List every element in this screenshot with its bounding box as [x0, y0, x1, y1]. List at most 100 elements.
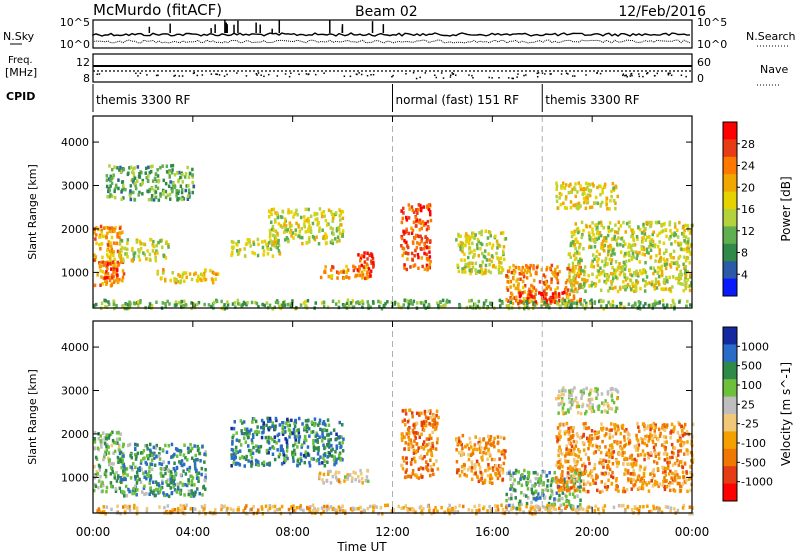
range-gate-cell — [298, 417, 301, 421]
range-gate-cell — [154, 494, 157, 498]
range-gate-cell — [474, 472, 477, 476]
range-gate-cell — [609, 436, 612, 440]
range-gate-cell — [292, 456, 295, 460]
range-gate-cell — [205, 278, 208, 282]
range-gate-cell — [318, 229, 321, 233]
range-gate-cell — [124, 188, 127, 192]
range-gate-cell — [509, 285, 512, 289]
range-gate-cell — [591, 475, 594, 479]
range-gate-cell — [402, 230, 405, 234]
range-gate-cell — [573, 440, 576, 444]
range-gate-cell — [631, 258, 634, 262]
range-gate-cell — [478, 254, 481, 258]
range-gate-cell — [474, 303, 477, 307]
range-gate-cell — [336, 240, 339, 244]
range-gate-cell — [115, 184, 118, 188]
range-gate-cell — [613, 450, 616, 454]
range-gate-cell — [519, 299, 522, 303]
range-gate-cell — [292, 459, 295, 463]
range-gate-cell — [642, 505, 645, 509]
range-gate-cell — [278, 433, 281, 437]
range-gate-cell — [232, 245, 235, 249]
range-gate-cell — [518, 503, 521, 507]
range-gate-cell — [191, 447, 194, 451]
range-gate-cell — [617, 236, 620, 240]
range-gate-cell — [630, 287, 633, 291]
range-gate-cell — [617, 461, 620, 465]
range-gate-cell — [317, 446, 320, 450]
range-gate-cell — [164, 472, 167, 476]
range-gate-cell — [315, 447, 318, 451]
range-gate-cell — [101, 242, 104, 246]
range-gate-cell — [266, 449, 269, 453]
range-gate-cell — [328, 454, 331, 458]
range-gate-cell — [366, 475, 369, 479]
range-gate-cell — [519, 477, 522, 481]
range-gate-cell — [251, 456, 254, 460]
range-gate-cell — [134, 448, 137, 452]
range-gate-cell — [111, 276, 114, 280]
range-gate-cell — [191, 278, 194, 282]
range-gate-cell — [418, 468, 421, 472]
range-gate-cell — [106, 267, 109, 271]
range-gate-cell — [458, 437, 461, 441]
range-gate-cell — [413, 449, 416, 453]
range-gate-cell — [491, 254, 494, 258]
nave-point — [538, 72, 540, 74]
range-gate-cell — [420, 247, 423, 251]
range-gate-cell — [669, 229, 672, 233]
range-gate-cell — [502, 251, 505, 255]
nave-point — [455, 75, 457, 77]
range-gate-cell — [122, 180, 125, 184]
range-gate-cell — [292, 236, 295, 240]
range-gate-cell — [655, 455, 658, 459]
range-gate-cell — [411, 415, 414, 419]
range-gate-cell — [114, 441, 117, 445]
range-gate-cell — [685, 470, 688, 474]
range-gate-cell — [428, 303, 431, 307]
range-gate-cell — [469, 261, 472, 265]
range-gate-cell — [417, 208, 420, 212]
range-gate-cell — [380, 506, 383, 510]
range-gate-cell — [678, 221, 681, 225]
nave-point — [219, 74, 221, 76]
range-gate-cell — [661, 443, 664, 447]
range-gate-cell — [121, 198, 124, 202]
range-gate-cell — [678, 300, 681, 304]
nave-point — [567, 73, 569, 75]
nave-tick-top: 60 — [697, 56, 711, 69]
range-gate-cell — [330, 432, 333, 436]
range-gate-cell — [507, 288, 510, 292]
range-gate-cell — [515, 266, 518, 270]
range-gate-cell — [155, 185, 158, 189]
range-gate-cell — [141, 182, 144, 186]
range-gate-cell — [476, 460, 479, 464]
range-gate-cell — [102, 431, 105, 435]
range-gate-cell — [493, 264, 496, 268]
range-gate-cell — [109, 230, 112, 234]
range-gate-cell — [627, 283, 630, 287]
range-gate-cell — [307, 208, 310, 212]
range-gate-cell — [474, 233, 477, 237]
range-gate-cell — [148, 470, 151, 474]
range-gate-cell — [208, 303, 211, 307]
range-gate-cell — [105, 490, 108, 494]
range-gate-cell — [284, 226, 287, 230]
range-gate-cell — [97, 472, 100, 476]
range-gate-cell — [585, 483, 588, 487]
range-gate-cell — [273, 447, 276, 451]
range-gate-cell — [406, 432, 409, 436]
range-gate-cell — [327, 473, 330, 477]
range-gate-cell — [424, 268, 427, 272]
range-gate-cell — [689, 261, 692, 265]
range-gate-cell — [609, 258, 612, 262]
range-gate-cell — [636, 257, 639, 261]
range-gate-cell — [650, 256, 653, 260]
range-gate-cell — [600, 422, 603, 426]
range-gate-cell — [430, 448, 433, 452]
range-gate-cell — [652, 303, 655, 307]
range-gate-cell — [244, 464, 247, 468]
range-gate-cell — [150, 165, 153, 169]
range-gate-cell — [106, 448, 109, 452]
range-gate-cell — [145, 470, 148, 474]
